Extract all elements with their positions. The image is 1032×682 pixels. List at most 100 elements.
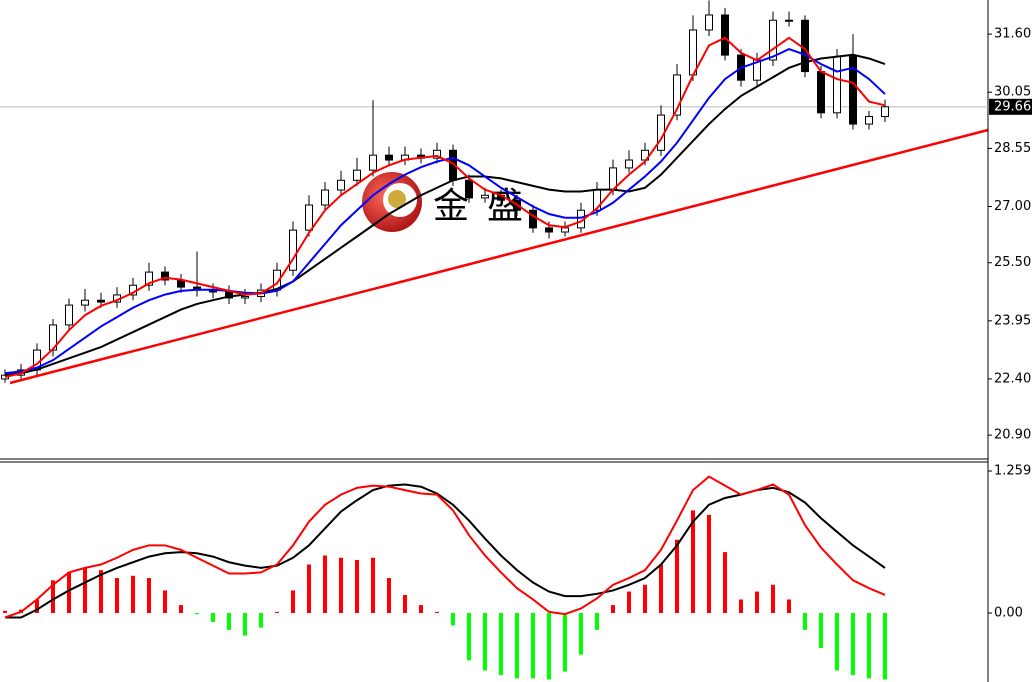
candle-body xyxy=(433,149,441,159)
macd-histogram-bar xyxy=(499,612,503,676)
macd-histogram-bar xyxy=(515,612,519,679)
watermark-logo xyxy=(362,172,422,232)
macd-histogram-bar xyxy=(771,584,775,613)
candle-body xyxy=(689,29,697,76)
macd-histogram-bar xyxy=(195,612,199,615)
candle-body xyxy=(705,14,713,31)
candle-body xyxy=(97,299,105,303)
macd-histogram-bar xyxy=(755,591,759,613)
candle-body xyxy=(369,154,377,171)
macd-histogram-bar xyxy=(403,594,407,613)
candle-body xyxy=(225,291,233,299)
candle-body xyxy=(785,19,793,22)
candle-body xyxy=(865,116,873,125)
macd-histogram-bar xyxy=(115,578,119,613)
current-price-label: 29.66 xyxy=(994,99,1031,114)
macd-histogram-bar xyxy=(99,570,103,613)
macd-histogram-bar xyxy=(579,612,583,655)
macd-histogram-bar xyxy=(259,612,263,628)
macd-histogram-bar xyxy=(83,567,87,613)
macd-histogram-bar xyxy=(595,612,599,630)
macd-histogram-bar xyxy=(611,605,615,613)
macd-histogram-bar xyxy=(51,580,55,613)
candle-body xyxy=(353,169,361,181)
y-tick-label: 25.50 xyxy=(994,255,1031,270)
y-tick-label: 28.55 xyxy=(994,141,1031,156)
candle-body xyxy=(337,179,345,191)
candle-body xyxy=(561,227,569,233)
trendline xyxy=(9,128,989,385)
candle-body xyxy=(817,71,825,114)
macd-histogram-bar xyxy=(131,575,135,613)
macd-histogram-bar xyxy=(339,557,343,613)
y-tick-label: 20.90 xyxy=(994,428,1031,443)
candle-body xyxy=(881,106,889,118)
macd-histogram-bar xyxy=(659,564,663,613)
candle-body xyxy=(241,295,249,299)
candle-body xyxy=(849,56,857,125)
candle-body xyxy=(65,304,73,326)
candle-body xyxy=(305,204,313,231)
candle-body xyxy=(321,189,329,206)
macd-histogram-bar xyxy=(739,599,743,613)
candle-body xyxy=(673,74,681,116)
candle-body xyxy=(161,271,169,281)
macd-histogram-bar xyxy=(451,612,455,626)
watermark-text: 金盛 xyxy=(433,186,541,227)
macd-histogram-bar xyxy=(371,557,375,613)
y-tick-label: 31.60 xyxy=(994,27,1031,42)
y-tick-label: 22.40 xyxy=(994,371,1031,386)
macd-histogram-bar xyxy=(643,584,647,613)
macd-histogram-bar xyxy=(627,591,631,613)
macd-histogram-bar xyxy=(675,539,679,613)
macd-histogram-bar xyxy=(323,555,327,613)
y-tick-label: 27.00 xyxy=(994,199,1031,214)
candle-body xyxy=(721,14,729,56)
macd-histogram-bar xyxy=(211,612,215,623)
y-tick-label: 23.95 xyxy=(994,313,1031,328)
y-tick-label: 30.05 xyxy=(994,85,1031,100)
macd-histogram-bar xyxy=(819,612,823,648)
candle-body xyxy=(289,229,297,271)
macd-histogram-bar xyxy=(227,612,231,630)
current-price-box xyxy=(989,98,1032,115)
candle-body xyxy=(81,299,89,306)
candle-body xyxy=(833,56,841,114)
macd-histogram-bar xyxy=(867,612,871,679)
macd-histogram-bar xyxy=(547,612,551,680)
macd-histogram-bar xyxy=(483,612,487,671)
macd-histogram-bar xyxy=(835,612,839,671)
candle-body xyxy=(481,194,489,199)
candle-body xyxy=(465,179,473,199)
macd-histogram-bar xyxy=(723,552,727,613)
macd-histogram-bar xyxy=(531,612,535,679)
y-tick-label: 1.259 xyxy=(994,464,1031,479)
macd-histogram-bar xyxy=(563,612,567,672)
macd-histogram-bar xyxy=(387,578,391,613)
macd-histogram-bar xyxy=(307,564,311,613)
macd-histogram-bar xyxy=(147,578,151,613)
macd-histogram-bar xyxy=(275,611,279,613)
candle-body xyxy=(529,209,537,229)
macd-histogram-bar xyxy=(67,572,71,613)
candle-body xyxy=(769,19,777,61)
macd-histogram-bar xyxy=(3,610,7,613)
macd-histogram-bar xyxy=(803,612,807,630)
macd-histogram-bar xyxy=(435,611,439,613)
macd-histogram-bar xyxy=(707,514,711,613)
macd-histogram-bar xyxy=(163,590,167,613)
macd-line xyxy=(4,475,886,619)
macd-histogram-bar xyxy=(467,612,471,661)
macd-histogram-bar xyxy=(419,605,423,613)
candle-body xyxy=(625,159,633,169)
macd-histogram-bar xyxy=(179,605,183,613)
y-tick-label: 0.00 xyxy=(994,605,1023,620)
moving-average-line xyxy=(4,36,886,379)
candle-body xyxy=(145,271,153,286)
macd-line xyxy=(5,483,886,619)
macd-histogram-bar xyxy=(291,590,295,613)
candle-body xyxy=(545,227,553,233)
macd-histogram-bar xyxy=(883,612,887,680)
